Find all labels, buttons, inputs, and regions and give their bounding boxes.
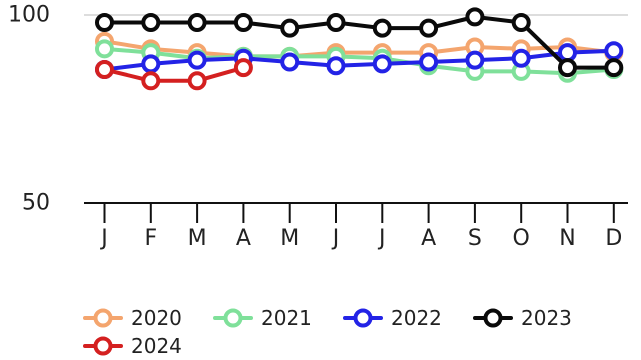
x-tick-label: A <box>421 226 436 251</box>
legend-label: 2021 <box>261 306 312 330</box>
x-tick-label: M <box>280 226 299 251</box>
series-2023 <box>95 7 624 78</box>
legend: 2020 2021 2022 2023 2024 <box>83 306 572 358</box>
data-point <box>372 54 392 74</box>
legend-item-2024: 2024 <box>83 334 182 358</box>
data-point <box>95 39 114 59</box>
x-tick-label: A <box>236 226 251 251</box>
data-point <box>558 43 577 63</box>
data-point <box>419 52 439 72</box>
data-point <box>141 13 161 33</box>
legend-item-2022: 2022 <box>343 306 442 330</box>
legend-marker <box>223 308 243 328</box>
series-2020 <box>95 31 624 66</box>
legend-marker <box>353 308 373 328</box>
data-point <box>280 52 300 72</box>
data-point <box>372 18 392 38</box>
data-point <box>465 50 485 70</box>
legend-marker <box>483 308 503 328</box>
legend-item-2020: 2020 <box>83 306 182 330</box>
legend-marker <box>93 308 113 328</box>
data-point <box>419 18 439 38</box>
data-point <box>558 58 577 78</box>
data-point <box>604 58 624 78</box>
legend-label: 2023 <box>521 306 572 330</box>
series-line <box>102 65 246 83</box>
x-tick-label: F <box>144 226 157 251</box>
x-tick-label: J <box>377 226 386 251</box>
data-point <box>95 60 114 80</box>
data-point <box>233 58 253 78</box>
legend-label: 2024 <box>131 334 182 358</box>
data-point <box>604 41 624 61</box>
series-layer <box>95 7 624 91</box>
x-tick-label: S <box>468 226 482 251</box>
data-point <box>187 71 207 91</box>
x-tick-label: J <box>99 226 108 251</box>
data-point <box>280 18 300 38</box>
data-point <box>95 13 114 33</box>
x-tick-label: O <box>513 226 530 251</box>
legend-item-2023: 2023 <box>473 306 572 330</box>
y-tick-label: 100 <box>8 3 50 28</box>
y-tick-label: 50 <box>22 191 50 216</box>
legend-item-2021: 2021 <box>213 306 312 330</box>
series-line <box>102 39 616 59</box>
legend-label: 2022 <box>391 306 442 330</box>
x-tick-label: M <box>188 226 207 251</box>
data-point <box>187 13 207 33</box>
series-2024 <box>95 58 253 91</box>
data-point <box>326 13 346 33</box>
data-point <box>187 50 207 70</box>
data-point <box>511 13 531 33</box>
data-point <box>233 13 253 33</box>
data-point <box>141 71 161 91</box>
legend-marker <box>93 336 113 356</box>
axis-layer: 50 100 J F M A M J J A S O N D <box>8 3 628 251</box>
x-tick-label: J <box>331 226 340 251</box>
data-point <box>141 54 161 74</box>
x-tick-label: N <box>559 226 575 251</box>
data-point <box>511 48 531 68</box>
x-tick-label: D <box>605 226 622 251</box>
legend-label: 2020 <box>131 306 182 330</box>
data-point <box>326 56 346 76</box>
data-point <box>465 7 485 27</box>
